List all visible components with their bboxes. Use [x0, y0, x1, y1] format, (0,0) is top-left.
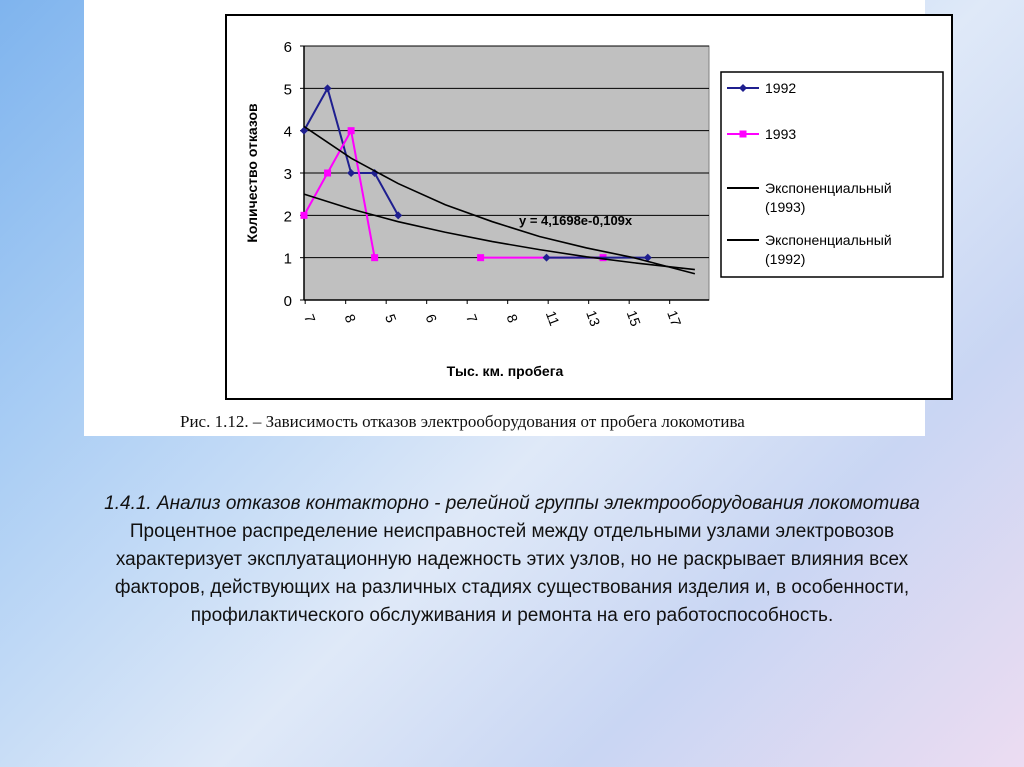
legend-box	[720, 71, 944, 278]
y-tick-label: 0	[284, 293, 292, 310]
x-tick-label: 13	[583, 308, 603, 328]
legend-marker	[739, 130, 747, 138]
x-tick-label: 8	[504, 312, 522, 325]
chart-figure: 0 1 2 3 4 5 6 7 8 5 6 7 8 11 13 15 17 Количество отказов Т…	[84, 0, 953, 436]
x-tick-label: 7	[301, 312, 319, 325]
y-axis-title: Количество отказов	[244, 103, 260, 243]
x-tick-label: 6	[423, 312, 441, 325]
chart-frame: 0 1 2 3 4 5 6 7 8 5 6 7 8 11 13 15 17 Количество отказов Т…	[225, 14, 953, 400]
data-point	[394, 211, 403, 220]
figure-caption: Рис. 1.12. – Зависимость отказов электро…	[180, 412, 745, 431]
legend-label: 1992	[765, 80, 796, 96]
data-point	[370, 169, 379, 177]
data-point	[477, 254, 485, 262]
y-tick-label: 6	[284, 39, 292, 56]
x-tick-label: 17	[664, 308, 684, 328]
series-line	[303, 193, 695, 271]
y-tick-label: 3	[284, 166, 292, 183]
chart-svg: 0 1 2 3 4 5 6 7 8 5 6 7 8 11 13 15 17 Количество отказов Т…	[244, 39, 944, 379]
legend-label: (1992)	[765, 251, 805, 267]
legend-marker	[739, 84, 747, 92]
x-tick-label: 15	[624, 308, 644, 328]
data-point	[542, 253, 551, 262]
series-line	[303, 127, 376, 258]
section-heading: 1.4.1. Анализ отказов контакторно - реле…	[104, 493, 920, 514]
legend-label: Экспоненциальный	[765, 232, 892, 248]
y-tick-label: 4	[284, 124, 292, 141]
x-tick-label: 5	[382, 312, 400, 325]
data-point	[347, 169, 356, 177]
y-tick-label: 2	[284, 208, 292, 225]
legend-label: 1993	[765, 126, 796, 142]
data-point	[347, 127, 355, 135]
x-axis-title: Тыс. км. пробега	[447, 363, 564, 379]
section-paragraph: Процентное распределение неисправностей …	[114, 521, 910, 626]
data-point	[643, 253, 652, 262]
y-tick-label: 1	[284, 251, 292, 268]
series-line	[303, 125, 696, 275]
data-point	[300, 211, 308, 219]
y-tick-label: 5	[284, 81, 292, 98]
data-point	[324, 169, 332, 177]
x-tick-label: 11	[543, 309, 563, 328]
data-point	[323, 84, 332, 93]
trend-equation: y = 4,1698e-0,109x	[519, 213, 633, 228]
x-tick-label: 8	[342, 312, 360, 325]
text-block: 1.4.1. Анализ отказов контакторно - реле…	[70, 490, 954, 630]
data-point	[371, 254, 379, 262]
legend-label: (1993)	[765, 199, 805, 215]
legend-label: Экспоненциальный	[765, 180, 892, 196]
x-tick-label: 7	[463, 312, 481, 325]
